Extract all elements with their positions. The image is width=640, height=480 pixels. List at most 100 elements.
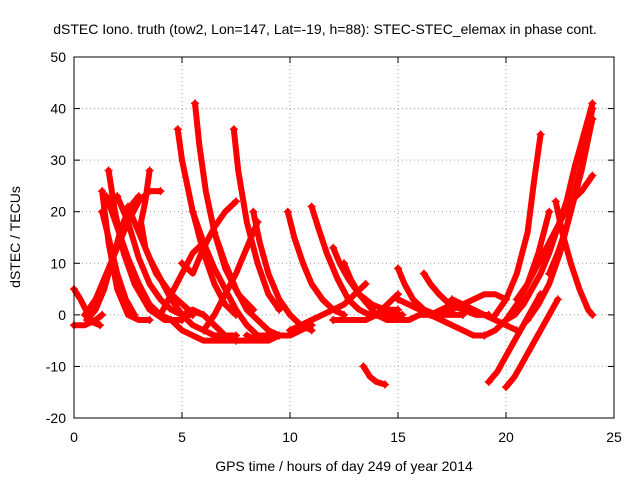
chart-title: dSTEC Iono. truth (tow2, Lon=147, Lat=-1…	[53, 21, 597, 37]
y-axis-title: dSTEC / TECUs	[7, 186, 23, 288]
data-point	[145, 166, 154, 175]
series-line	[341, 260, 406, 318]
series-line	[481, 208, 553, 339]
series-line	[330, 291, 401, 323]
data-point	[156, 187, 165, 196]
series-arc-21	[156, 238, 208, 319]
data-point	[359, 362, 368, 371]
series-arc-38	[502, 295, 562, 392]
data-point	[545, 207, 554, 216]
series-line	[360, 363, 388, 388]
data-point	[394, 295, 402, 304]
series-arc-27	[340, 259, 407, 319]
data-point	[156, 310, 165, 319]
x-axis-title: GPS time / hours of day 249 of year 2014	[215, 458, 473, 474]
series-line	[157, 239, 207, 318]
series-line	[492, 131, 544, 318]
series-line	[395, 296, 488, 339]
y-tick-label: -10	[46, 358, 66, 374]
data-point	[124, 202, 132, 211]
series-line	[243, 322, 315, 344]
series-arc-45	[545, 104, 597, 278]
data-point	[448, 295, 456, 304]
series-line	[71, 311, 106, 329]
x-tick-label: 15	[390, 429, 406, 445]
plot-frame	[73, 56, 615, 419]
data-point	[588, 310, 597, 319]
data-point	[104, 166, 113, 175]
series-arc-41	[502, 99, 597, 325]
series-line	[427, 291, 509, 318]
data-point	[275, 305, 284, 314]
x-tick-label: 5	[178, 429, 186, 445]
series-arc-42	[512, 171, 597, 304]
x-tick-labels: 0 5 10 15 20 25	[70, 429, 622, 445]
data-point	[588, 104, 597, 113]
series-line	[99, 208, 138, 318]
data-point	[394, 264, 402, 273]
series-line	[503, 100, 596, 323]
data-point	[426, 310, 435, 319]
series-arc-43	[551, 197, 597, 319]
x-tick-label: 0	[70, 429, 78, 445]
data-point	[480, 331, 489, 340]
x-tick-label: 25	[606, 429, 622, 445]
data-point	[553, 295, 562, 304]
data-point	[361, 279, 370, 288]
data-point	[82, 316, 91, 325]
data-point	[145, 316, 154, 325]
x-tick-label: 10	[282, 429, 298, 445]
data-layer	[70, 99, 597, 392]
data-point	[551, 197, 560, 206]
data-point	[307, 202, 316, 211]
series-arc-29	[359, 362, 390, 389]
data-point	[173, 125, 182, 134]
data-point	[98, 187, 107, 196]
series-line	[179, 198, 239, 277]
series-arc-20	[178, 197, 240, 277]
data-point	[98, 207, 107, 216]
series-line	[546, 105, 596, 277]
data-point	[286, 326, 294, 335]
y-tick-label: 50	[50, 49, 66, 65]
data-point	[130, 310, 139, 319]
series-arc-40	[491, 130, 545, 319]
data-point	[502, 316, 510, 325]
data-point	[232, 197, 240, 206]
data-point	[340, 259, 348, 268]
data-point	[95, 321, 104, 330]
series-arc-28	[286, 279, 370, 335]
axis-ticks	[73, 56, 615, 419]
y-tick-label: 10	[50, 255, 66, 271]
data-point	[242, 331, 251, 340]
series-line	[449, 296, 520, 334]
y-tick-label: 30	[50, 152, 66, 168]
data-point	[178, 310, 186, 319]
series-line	[503, 296, 561, 391]
y-tick-label: 0	[58, 307, 66, 323]
data-point	[512, 295, 521, 304]
data-point	[536, 130, 545, 139]
data-point	[188, 207, 197, 216]
series-line	[287, 280, 369, 334]
data-point	[307, 326, 316, 335]
data-point	[199, 326, 208, 335]
data-point	[419, 269, 428, 278]
y-tick-label: -20	[46, 410, 66, 426]
data-point	[523, 316, 532, 325]
data-point	[102, 192, 111, 201]
y-tick-labels: -20 -10 0 10 20 30 40 50	[46, 49, 66, 426]
data-point	[98, 310, 107, 319]
data-point	[283, 207, 292, 216]
series-arc-39	[480, 207, 554, 340]
data-point	[199, 238, 208, 247]
grid	[74, 57, 614, 418]
data-point	[249, 207, 258, 216]
series-line	[157, 311, 239, 344]
data-point	[190, 99, 199, 108]
data-point	[329, 316, 338, 325]
data-point	[491, 310, 500, 319]
data-point	[329, 243, 338, 252]
data-point	[80, 310, 89, 319]
